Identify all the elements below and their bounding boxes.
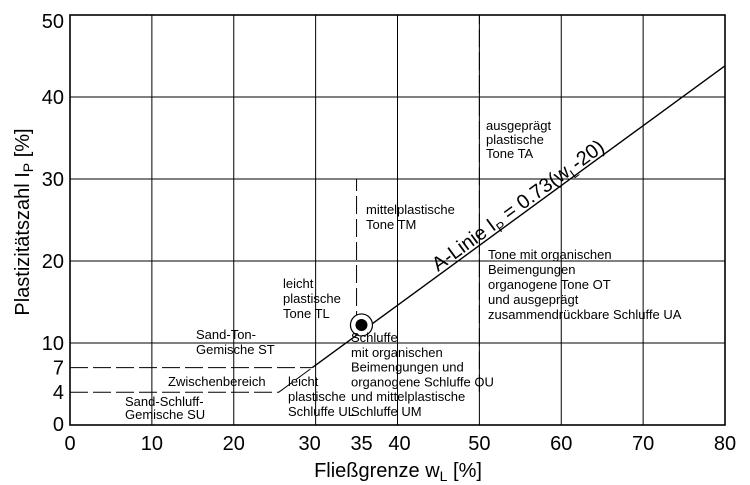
y-tick-label: 7 xyxy=(53,358,64,380)
x-tick-label: 40 xyxy=(388,433,410,455)
y-tick-label: 20 xyxy=(42,251,64,273)
dashed-boundaries xyxy=(70,15,480,393)
region-label: leicht plastische Tone TL xyxy=(283,276,341,321)
region-label: Tone mit organischen Beimengungen organoge… xyxy=(488,247,682,322)
y-tick-label: 40 xyxy=(42,87,64,109)
x-tick-labels: 0 10 20 30 35 40 50 60 70 80 xyxy=(64,433,736,455)
a-line xyxy=(311,65,726,369)
plot-frame xyxy=(69,14,726,426)
x-tick-label: 70 xyxy=(632,433,654,455)
x-tick-label: 30 xyxy=(299,433,321,455)
dashed-boundary xyxy=(70,367,313,393)
region-label: ausgeprägt plastische Tone TA xyxy=(486,118,551,161)
y-tick-label: 10 xyxy=(42,333,64,355)
x-tick-label: 20 xyxy=(223,433,245,455)
x-axis-title: Fließgrenze wL [%] xyxy=(314,460,482,484)
y-tick-labels: 0 47 10 20 30 40 50 xyxy=(42,11,64,436)
x-tick-label: 80 xyxy=(714,433,736,455)
region-label: Zwischenbereich xyxy=(168,374,266,389)
region-label: Sand-Schluff-Gemische SU xyxy=(125,394,205,422)
y-tick-label: 30 xyxy=(42,169,64,191)
region-label: Schluffe mit organischen Beimengungen und o… xyxy=(351,330,494,419)
y-tick-label: 4 xyxy=(53,382,64,404)
marker-dot xyxy=(355,318,368,331)
x-tick-label: 0 xyxy=(64,433,75,455)
x-tick-label: 60 xyxy=(550,433,572,455)
y-tick-label: 0 xyxy=(53,414,64,436)
region-label: mittelplastische Tone TM xyxy=(366,202,455,232)
x-tick-label: 35 xyxy=(350,433,372,455)
marked-point xyxy=(349,313,374,337)
region-labels: ausgeprägt plastische Tone TA mittelplastis… xyxy=(125,118,682,422)
y-axis-title: Plastizitätszahl IP [%] xyxy=(12,128,36,315)
x-tick-label: 10 xyxy=(141,433,163,455)
region-label: Sand-Ton-Gemische ST xyxy=(196,327,275,357)
x-tick-label: 50 xyxy=(468,433,490,455)
region-label: leicht plastische Schluffe UL xyxy=(288,374,355,419)
y-tick-label: 50 xyxy=(42,11,64,33)
